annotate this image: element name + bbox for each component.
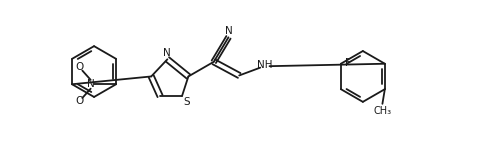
Text: S: S (184, 97, 190, 107)
Text: N: N (163, 48, 171, 58)
Text: O: O (76, 62, 84, 72)
Text: NH: NH (257, 60, 273, 70)
Text: N: N (225, 26, 233, 36)
Text: O: O (76, 96, 84, 106)
Text: N: N (87, 79, 95, 89)
Text: F: F (345, 58, 351, 68)
Text: CH₃: CH₃ (373, 106, 391, 116)
